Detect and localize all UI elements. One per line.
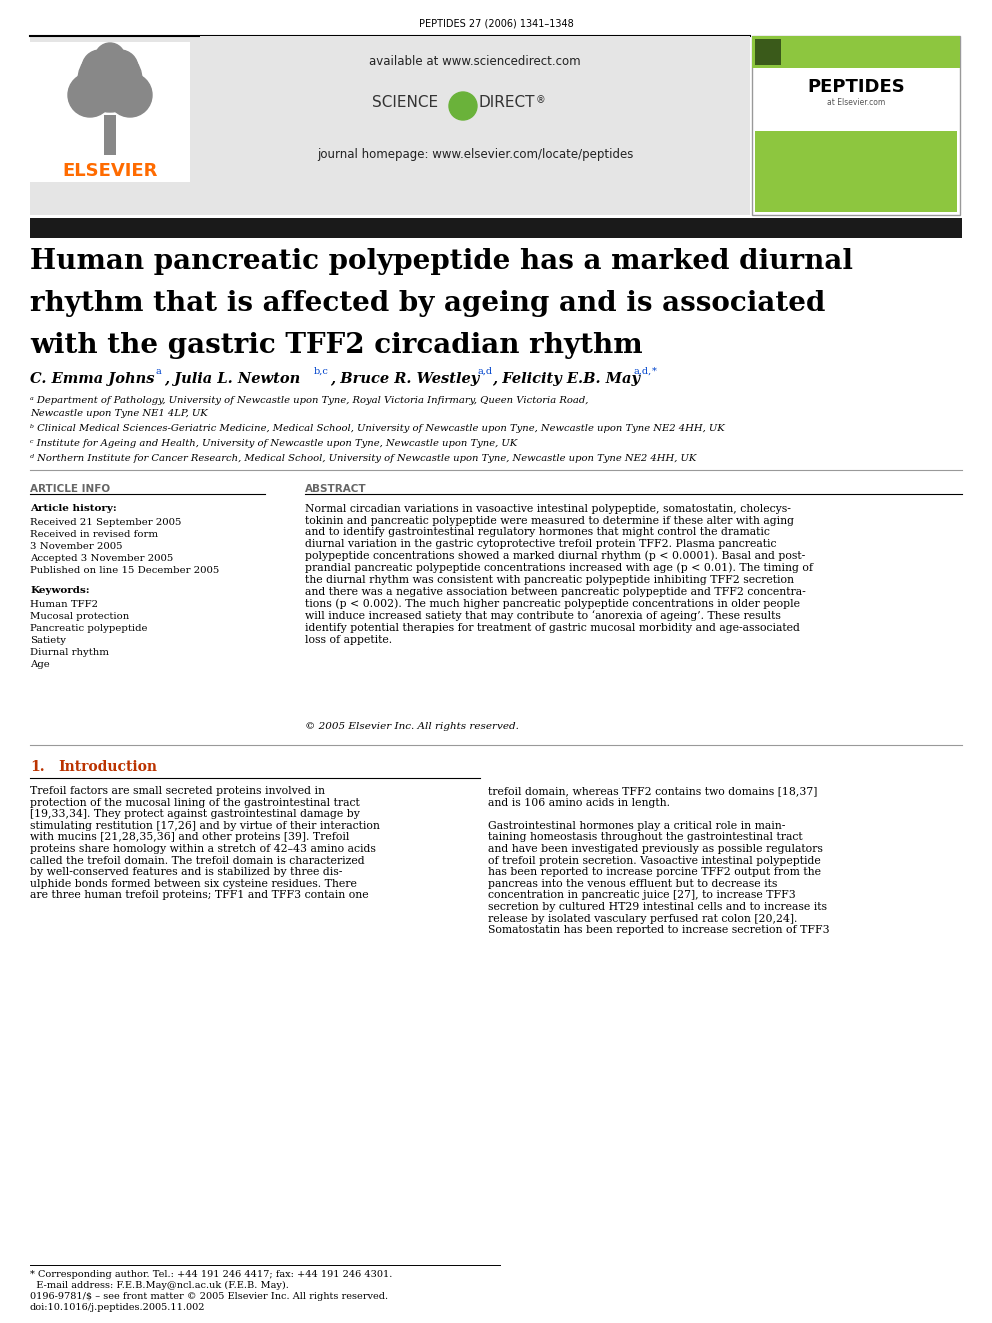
Text: Human TFF2: Human TFF2 — [30, 601, 98, 609]
Circle shape — [95, 44, 125, 73]
Bar — [752, 36, 960, 216]
Text: ᵃ Department of Pathology, University of Newcastle upon Tyne, Royal Victoria Inf: ᵃ Department of Pathology, University of… — [30, 396, 588, 405]
Text: a,d,: a,d, — [634, 366, 653, 376]
Bar — [30, 218, 962, 238]
Text: Satiety: Satiety — [30, 636, 66, 646]
Text: Accepted 3 November 2005: Accepted 3 November 2005 — [30, 554, 174, 564]
Text: Introduction: Introduction — [58, 759, 157, 774]
Text: PEPTIDES 27 (2006) 1341–1348: PEPTIDES 27 (2006) 1341–1348 — [419, 19, 573, 28]
Text: available at www.sciencedirect.com: available at www.sciencedirect.com — [369, 56, 580, 67]
Circle shape — [102, 50, 138, 86]
Text: ARTICLE INFO: ARTICLE INFO — [30, 484, 110, 493]
Text: Published on line 15 December 2005: Published on line 15 December 2005 — [30, 566, 219, 576]
Bar — [104, 115, 116, 155]
Circle shape — [82, 50, 118, 86]
Text: C. Emma Johns: C. Emma Johns — [30, 372, 155, 386]
Text: 3 November 2005: 3 November 2005 — [30, 542, 122, 550]
Text: 1.: 1. — [30, 759, 45, 774]
Bar — [200, 36, 750, 216]
Text: Age: Age — [30, 660, 50, 669]
Text: ®: ® — [536, 95, 546, 105]
Text: DIRECT: DIRECT — [479, 95, 536, 110]
Text: PEPTIDES: PEPTIDES — [807, 78, 905, 97]
Text: © 2005 Elsevier Inc. All rights reserved.: © 2005 Elsevier Inc. All rights reserved… — [305, 722, 519, 732]
Circle shape — [68, 73, 112, 116]
Circle shape — [449, 93, 477, 120]
Text: ᶜ Institute for Ageing and Health, University of Newcastle upon Tyne, Newcastle : ᶜ Institute for Ageing and Health, Unive… — [30, 439, 517, 448]
Bar — [30, 36, 750, 216]
Text: a: a — [156, 366, 162, 376]
Text: Article history:: Article history: — [30, 504, 117, 513]
Text: ᵇ Clinical Medical Sciences-Geriatric Medicine, Medical School, University of Ne: ᵇ Clinical Medical Sciences-Geriatric Me… — [30, 423, 725, 433]
Text: with the gastric TFF2 circadian rhythm: with the gastric TFF2 circadian rhythm — [30, 332, 643, 359]
Text: Mucosal protection: Mucosal protection — [30, 613, 129, 620]
Text: Diurnal rhythm: Diurnal rhythm — [30, 648, 109, 658]
Text: ELSEVIER: ELSEVIER — [62, 161, 158, 180]
Text: rhythm that is affected by ageing and is associated: rhythm that is affected by ageing and is… — [30, 290, 825, 318]
Text: *: * — [652, 366, 657, 376]
Text: ABSTRACT: ABSTRACT — [305, 484, 367, 493]
Text: at Elsevier.com: at Elsevier.com — [827, 98, 885, 107]
Text: * Corresponding author. Tel.: +44 191 246 4417; fax: +44 191 246 4301.: * Corresponding author. Tel.: +44 191 24… — [30, 1270, 393, 1279]
Bar — [755, 38, 781, 65]
Text: Trefoil factors are small secreted proteins involved in
protection of the mucosa: Trefoil factors are small secreted prote… — [30, 786, 380, 901]
Text: doi:10.1016/j.peptides.2005.11.002: doi:10.1016/j.peptides.2005.11.002 — [30, 1303, 205, 1312]
Text: , Julia L. Newton: , Julia L. Newton — [164, 372, 301, 386]
Text: Keywords:: Keywords: — [30, 586, 89, 595]
Circle shape — [78, 48, 142, 112]
Bar — [752, 36, 960, 67]
Text: Received in revised form: Received in revised form — [30, 531, 158, 538]
Text: Human pancreatic polypeptide has a marked diurnal: Human pancreatic polypeptide has a marke… — [30, 247, 853, 275]
Text: Normal circadian variations in vasoactive intestinal polypeptide, somatostatin, : Normal circadian variations in vasoactiv… — [305, 504, 813, 644]
Text: , Felicity E.B. May: , Felicity E.B. May — [492, 372, 640, 386]
Bar — [30, 42, 190, 183]
Text: 0196-9781/$ – see front matter © 2005 Elsevier Inc. All rights reserved.: 0196-9781/$ – see front matter © 2005 El… — [30, 1293, 388, 1301]
Text: Pancreatic polypeptide: Pancreatic polypeptide — [30, 624, 148, 632]
Text: trefoil domain, whereas TFF2 contains two domains [18,37]
and is 106 amino acids: trefoil domain, whereas TFF2 contains tw… — [488, 786, 829, 935]
Text: Received 21 September 2005: Received 21 September 2005 — [30, 519, 182, 527]
Bar — [755, 131, 957, 212]
Text: a,d: a,d — [477, 366, 492, 376]
Text: , Bruce R. Westley: , Bruce R. Westley — [330, 372, 479, 386]
Text: E-mail address: F.E.B.May@ncl.ac.uk (F.E.B. May).: E-mail address: F.E.B.May@ncl.ac.uk (F.E… — [30, 1281, 289, 1290]
Text: journal homepage: www.elsevier.com/locate/peptides: journal homepage: www.elsevier.com/locat… — [316, 148, 633, 161]
Text: ᵈ Northern Institute for Cancer Research, Medical School, University of Newcastl: ᵈ Northern Institute for Cancer Research… — [30, 454, 696, 463]
Text: Newcastle upon Tyne NE1 4LP, UK: Newcastle upon Tyne NE1 4LP, UK — [30, 409, 207, 418]
Text: b,c: b,c — [314, 366, 329, 376]
Circle shape — [108, 73, 152, 116]
Text: SCIENCE: SCIENCE — [372, 95, 438, 110]
Text: d: d — [456, 94, 470, 112]
